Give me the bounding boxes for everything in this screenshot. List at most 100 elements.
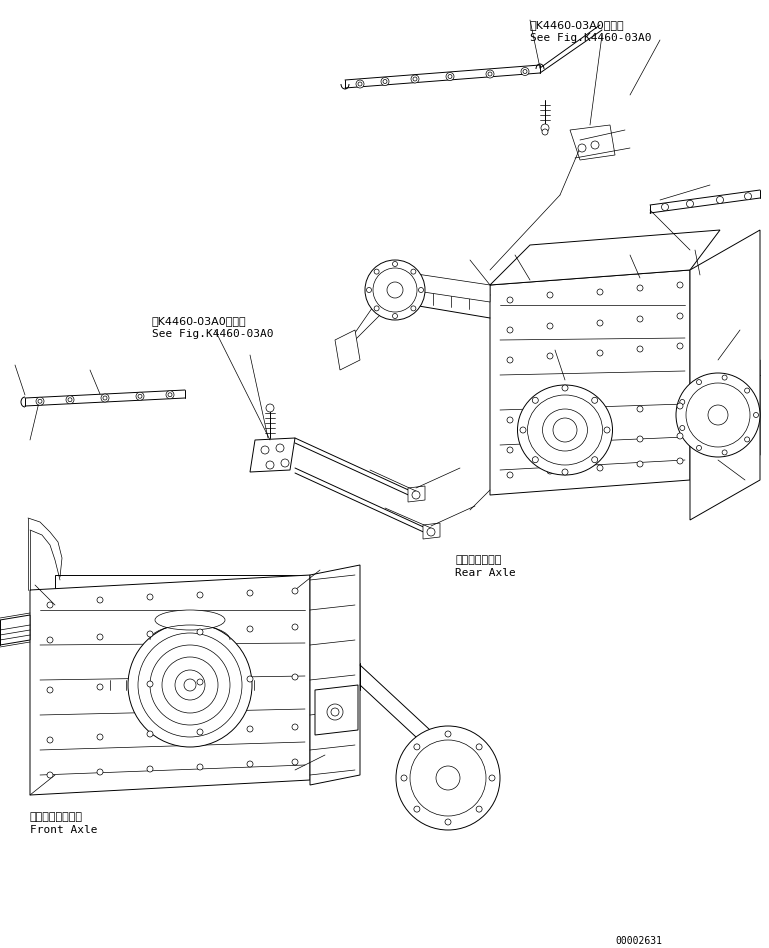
Circle shape — [292, 624, 298, 630]
Circle shape — [247, 590, 253, 596]
Circle shape — [676, 373, 760, 457]
Circle shape — [175, 670, 205, 700]
Circle shape — [637, 285, 643, 291]
Circle shape — [197, 592, 203, 598]
Circle shape — [327, 704, 343, 720]
Polygon shape — [570, 125, 615, 160]
Circle shape — [722, 375, 727, 380]
Circle shape — [247, 761, 253, 767]
Circle shape — [396, 726, 500, 830]
Circle shape — [744, 388, 750, 393]
Text: See Fig.K4460-03A0: See Fig.K4460-03A0 — [152, 329, 274, 339]
Circle shape — [276, 444, 284, 452]
Circle shape — [147, 681, 153, 687]
Circle shape — [197, 679, 203, 685]
Text: See Fig.K4460-03A0: See Fig.K4460-03A0 — [530, 33, 651, 43]
Circle shape — [47, 637, 53, 643]
Circle shape — [677, 403, 683, 409]
Circle shape — [136, 392, 144, 400]
Circle shape — [414, 744, 420, 750]
Polygon shape — [490, 230, 720, 285]
Circle shape — [532, 457, 538, 463]
Text: 第K4460-03A0図参照: 第K4460-03A0図参照 — [530, 20, 624, 30]
Text: 第K4460-03A0図参照: 第K4460-03A0図参照 — [152, 316, 247, 326]
Circle shape — [754, 412, 758, 417]
Circle shape — [38, 399, 42, 403]
Circle shape — [166, 391, 174, 399]
Circle shape — [744, 437, 750, 442]
Circle shape — [446, 72, 454, 81]
Circle shape — [365, 260, 425, 320]
Circle shape — [476, 806, 482, 812]
Circle shape — [412, 491, 420, 499]
Circle shape — [331, 708, 339, 716]
Circle shape — [562, 469, 568, 475]
Circle shape — [168, 392, 172, 397]
Circle shape — [147, 631, 153, 637]
Circle shape — [410, 740, 486, 816]
Circle shape — [101, 394, 109, 402]
Circle shape — [562, 385, 568, 391]
Circle shape — [547, 353, 553, 359]
Circle shape — [184, 679, 196, 691]
Text: Rear Axle: Rear Axle — [455, 568, 516, 578]
Circle shape — [547, 413, 553, 419]
Circle shape — [541, 124, 549, 132]
Circle shape — [597, 440, 603, 446]
Polygon shape — [55, 575, 330, 590]
Circle shape — [687, 200, 694, 208]
Polygon shape — [310, 565, 360, 785]
Circle shape — [401, 775, 407, 781]
Circle shape — [520, 427, 526, 433]
Circle shape — [722, 450, 727, 455]
Circle shape — [507, 357, 513, 363]
Circle shape — [97, 597, 103, 603]
Circle shape — [677, 343, 683, 349]
Polygon shape — [0, 615, 30, 645]
Circle shape — [547, 323, 553, 329]
Circle shape — [374, 306, 379, 311]
Circle shape — [387, 282, 403, 298]
Circle shape — [103, 396, 107, 400]
Circle shape — [744, 192, 751, 200]
Circle shape — [507, 447, 513, 453]
Ellipse shape — [528, 395, 602, 465]
Circle shape — [427, 528, 435, 536]
Circle shape — [677, 313, 683, 319]
Circle shape — [266, 404, 274, 412]
Polygon shape — [490, 270, 690, 495]
Circle shape — [597, 465, 603, 471]
Circle shape — [261, 446, 269, 454]
Circle shape — [591, 141, 599, 149]
Circle shape — [604, 427, 610, 433]
Circle shape — [488, 72, 492, 76]
Circle shape — [677, 458, 683, 464]
Circle shape — [197, 729, 203, 735]
Circle shape — [445, 731, 451, 737]
Circle shape — [392, 262, 398, 266]
Circle shape — [523, 69, 527, 74]
Circle shape — [708, 405, 728, 425]
Ellipse shape — [542, 409, 588, 451]
Circle shape — [247, 626, 253, 632]
Circle shape — [47, 687, 53, 693]
Circle shape — [486, 70, 494, 78]
Circle shape — [597, 289, 603, 295]
Circle shape — [150, 645, 230, 725]
Circle shape — [591, 397, 598, 403]
Circle shape — [97, 684, 103, 690]
Circle shape — [697, 379, 701, 385]
Circle shape — [637, 436, 643, 442]
Circle shape — [97, 634, 103, 640]
Polygon shape — [315, 685, 358, 735]
Circle shape — [448, 75, 452, 79]
Circle shape — [507, 297, 513, 303]
Circle shape — [247, 676, 253, 682]
Polygon shape — [390, 270, 490, 302]
Circle shape — [47, 772, 53, 778]
Circle shape — [637, 316, 643, 322]
Circle shape — [578, 144, 586, 152]
Circle shape — [47, 602, 53, 608]
Circle shape — [680, 399, 684, 405]
Circle shape — [197, 629, 203, 635]
